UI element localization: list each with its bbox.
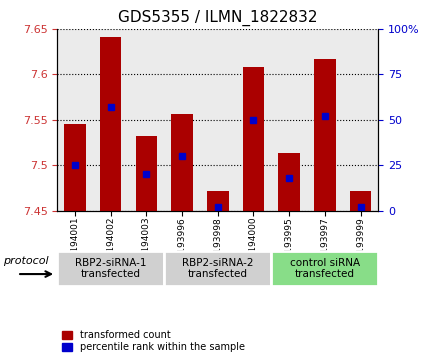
Bar — [271, 251, 378, 286]
Bar — [64, 124, 86, 211]
Bar — [57, 251, 164, 286]
Text: RBP2-siRNA-2
transfected: RBP2-siRNA-2 transfected — [182, 258, 253, 280]
Bar — [136, 136, 157, 211]
Bar — [350, 191, 371, 211]
Title: GDS5355 / ILMN_1822832: GDS5355 / ILMN_1822832 — [118, 10, 318, 26]
Bar — [314, 59, 336, 211]
Bar — [243, 67, 264, 211]
Legend: transformed count, percentile rank within the sample: transformed count, percentile rank withi… — [62, 330, 245, 352]
Bar — [100, 37, 121, 211]
Bar — [207, 191, 228, 211]
Text: control siRNA
transfected: control siRNA transfected — [290, 258, 360, 280]
Bar — [279, 153, 300, 211]
Text: protocol: protocol — [3, 256, 48, 266]
Bar — [164, 251, 271, 286]
Bar — [172, 114, 193, 211]
Text: RBP2-siRNA-1
transfected: RBP2-siRNA-1 transfected — [75, 258, 147, 280]
